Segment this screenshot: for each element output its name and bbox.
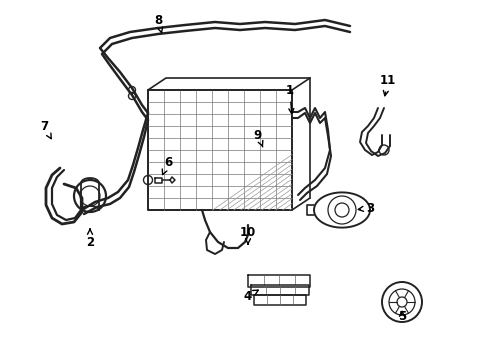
Text: 6: 6 bbox=[162, 156, 172, 175]
Text: 10: 10 bbox=[240, 225, 256, 244]
Text: 5: 5 bbox=[398, 310, 406, 323]
Text: 7: 7 bbox=[40, 120, 51, 139]
Text: 9: 9 bbox=[254, 129, 263, 147]
Text: 2: 2 bbox=[86, 229, 94, 248]
Text: 11: 11 bbox=[380, 73, 396, 96]
Text: 4: 4 bbox=[244, 289, 258, 302]
Text: 1: 1 bbox=[286, 84, 294, 114]
Text: 8: 8 bbox=[154, 14, 163, 33]
Text: 3: 3 bbox=[358, 202, 374, 215]
